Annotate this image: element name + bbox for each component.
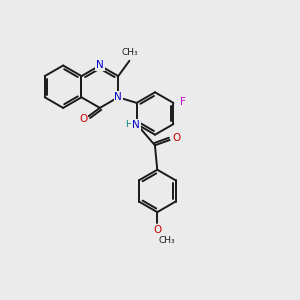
- Text: O: O: [172, 133, 180, 143]
- Text: CH₃: CH₃: [158, 236, 175, 245]
- Text: CH₃: CH₃: [122, 48, 138, 57]
- Text: H: H: [125, 120, 132, 129]
- Text: O: O: [79, 114, 88, 124]
- Text: N: N: [96, 61, 104, 70]
- Text: N: N: [114, 92, 122, 102]
- Text: N: N: [114, 92, 122, 102]
- Text: F: F: [180, 97, 186, 107]
- Text: N: N: [132, 120, 140, 130]
- Text: O: O: [153, 225, 161, 235]
